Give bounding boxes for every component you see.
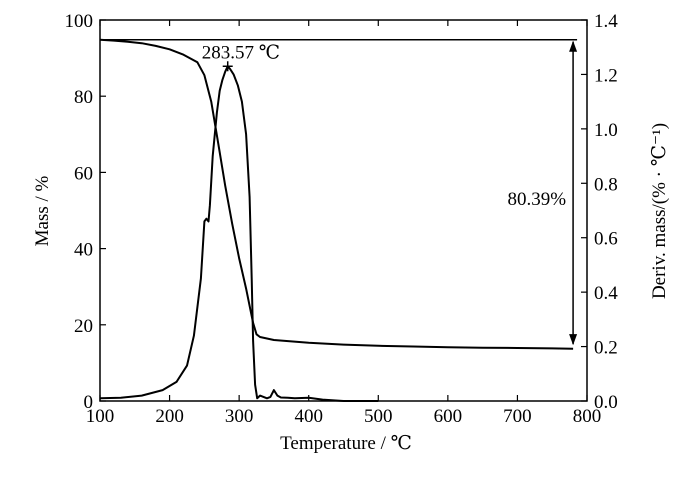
y-tick-label-right: 0.8 bbox=[594, 174, 618, 195]
tga-mass-curve bbox=[99, 38, 574, 350]
y-tick-label-left: 20 bbox=[74, 316, 93, 337]
x-tick-label: 400 bbox=[294, 406, 323, 427]
y-tick-label-right: 0.6 bbox=[594, 229, 618, 250]
x-tick-label: 300 bbox=[225, 406, 254, 427]
y-tick-label-left: 60 bbox=[74, 163, 93, 184]
y-tick-label-right: 0.4 bbox=[594, 283, 618, 304]
x-tick-label: 500 bbox=[364, 406, 393, 427]
mass-loss-label: 80.39% bbox=[508, 189, 567, 210]
mass-loss-arrowhead-top bbox=[569, 40, 578, 52]
ticks: 100 200 300 400 500 600 700 800 0 20 40 60 80 100 0.0 0… bbox=[65, 11, 619, 427]
x-axis-title: Temperature / ℃ bbox=[280, 433, 412, 454]
y-tick-label-left: 100 bbox=[65, 11, 94, 32]
y-tick-label-right: 1.4 bbox=[594, 11, 618, 32]
series bbox=[99, 38, 574, 402]
y-tick-label-left: 0 bbox=[84, 392, 94, 413]
annotations: 283.57 ℃ 80.39% bbox=[103, 39, 578, 346]
y-tick-label-left: 40 bbox=[74, 240, 93, 261]
x-tick-label: 200 bbox=[155, 406, 184, 427]
y-tick-label-right: 1.0 bbox=[594, 120, 618, 141]
dtg-curve bbox=[99, 65, 379, 402]
y-tick-label-right: 1.2 bbox=[594, 65, 618, 86]
y-tick-label-left: 80 bbox=[74, 87, 93, 108]
y-tick-label-right: 0.2 bbox=[594, 338, 618, 359]
x-tick-label: 100 bbox=[86, 406, 115, 427]
y-axis-title-left: Mass / % bbox=[32, 175, 53, 246]
y-axis-title-right: Deriv. mass/(% · ℃⁻¹) bbox=[649, 123, 670, 299]
x-tick-label: 600 bbox=[434, 406, 463, 427]
x-tick-label: 700 bbox=[503, 406, 532, 427]
x-tick-label: 800 bbox=[573, 406, 602, 427]
y-tick-label-right: 0.0 bbox=[594, 392, 618, 413]
peak-temperature-label: 283.57 ℃ bbox=[202, 42, 280, 63]
mass-loss-arrowhead-bottom bbox=[569, 334, 578, 346]
